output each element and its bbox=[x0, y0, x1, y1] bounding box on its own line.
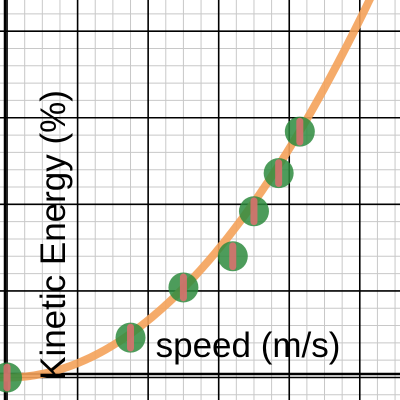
x-axis-label: speed (m/s) bbox=[156, 326, 341, 365]
data-point bbox=[0, 362, 23, 393]
fit-curve-layer bbox=[0, 0, 374, 382]
fit-curve bbox=[0, 0, 374, 382]
data-points-layer bbox=[0, 116, 315, 393]
y-axis-label: Kinetic Energy (%) bbox=[34, 90, 73, 380]
